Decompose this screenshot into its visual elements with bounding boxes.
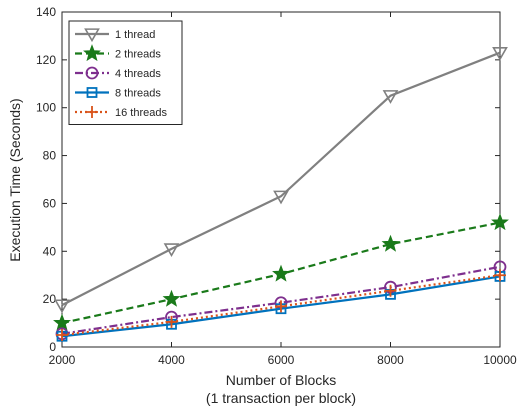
y-tick-label: 40 bbox=[43, 244, 57, 258]
data-point bbox=[381, 234, 400, 252]
y-tick-label: 80 bbox=[43, 149, 57, 163]
data-point bbox=[86, 87, 98, 98]
data-point bbox=[272, 264, 290, 282]
x-tick-label: 6000 bbox=[268, 353, 295, 367]
series-line bbox=[61, 265, 501, 335]
series-layer bbox=[53, 47, 509, 342]
series-line bbox=[61, 51, 501, 307]
legend-entry: 4 threads bbox=[75, 66, 161, 80]
data-point bbox=[85, 66, 99, 80]
y-tick-label: 60 bbox=[43, 196, 57, 210]
y-tick-label: 120 bbox=[36, 53, 56, 67]
legend-label: 16 threads bbox=[115, 107, 167, 119]
data-point bbox=[273, 190, 289, 205]
x-tick-label: 2000 bbox=[49, 353, 76, 367]
y-tick-label: 20 bbox=[43, 292, 57, 306]
plot-axes: 2000 4000 6000 8000 10000 0 20 40 60 80 100 120 140 bbox=[36, 5, 517, 367]
data-point bbox=[162, 289, 181, 307]
legend-label: 4 threads bbox=[115, 68, 161, 80]
x-tick-label: 8000 bbox=[377, 353, 404, 367]
data-point bbox=[494, 269, 506, 282]
data-point bbox=[163, 243, 180, 258]
x-axis-label-line2: (1 transaction per block) bbox=[206, 390, 356, 406]
y-tick-label: 0 bbox=[49, 340, 56, 354]
data-point bbox=[84, 28, 100, 43]
y-tick-label: 100 bbox=[36, 101, 56, 115]
x-tick-label: 4000 bbox=[158, 353, 185, 367]
data-point bbox=[382, 90, 399, 104]
data-point bbox=[384, 284, 397, 297]
data-point bbox=[165, 315, 178, 328]
x-axis-label: Number of Blocks bbox=[226, 372, 336, 388]
legend-label: 8 threads bbox=[115, 88, 161, 100]
series bbox=[54, 47, 508, 314]
legend-entry: 1 thread bbox=[75, 28, 155, 43]
legend-entry: 2 threads bbox=[75, 44, 161, 62]
data-point bbox=[492, 47, 508, 61]
data-point bbox=[491, 213, 509, 231]
data-point bbox=[83, 44, 101, 62]
series bbox=[56, 269, 506, 342]
series bbox=[53, 213, 509, 331]
data-point bbox=[56, 329, 68, 342]
data-point bbox=[86, 106, 98, 118]
x-tick-label: 10000 bbox=[483, 353, 517, 367]
legend-label: 2 threads bbox=[115, 49, 161, 61]
data-point bbox=[53, 313, 71, 331]
legend: 1 thread 2 threads 4 threads 8 threads 16 th… bbox=[68, 20, 183, 125]
legend-entry: 16 threads bbox=[75, 106, 167, 119]
legend-label: 1 thread bbox=[115, 29, 155, 41]
data-point bbox=[54, 299, 70, 314]
legend-entry: 8 threads bbox=[75, 87, 161, 100]
y-tick-label: 140 bbox=[36, 5, 56, 19]
data-point bbox=[275, 300, 287, 313]
y-axis-label: Execution Time (Seconds) bbox=[7, 98, 23, 261]
